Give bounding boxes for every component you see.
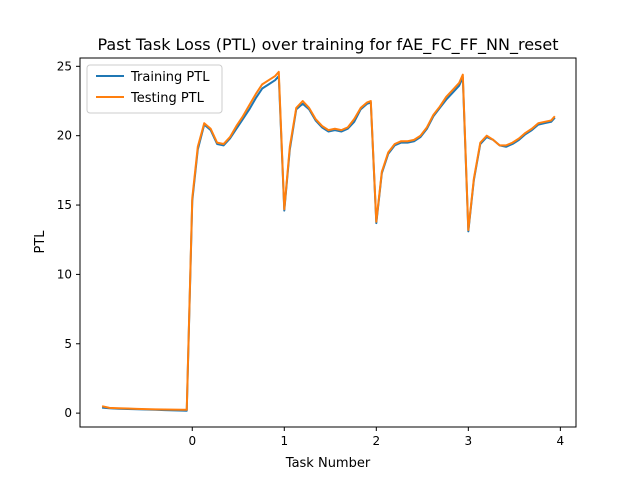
x-tick-label: 0 bbox=[188, 434, 196, 448]
legend-label-testing: Testing PTL bbox=[130, 91, 205, 106]
legend-label-training: Training PTL bbox=[130, 70, 210, 85]
y-axis-label: PTL bbox=[33, 230, 48, 254]
ticks-layer: 0 1 2 3 4 0 5 10 15 20 25 bbox=[57, 59, 564, 448]
x-tick-label: 2 bbox=[372, 434, 380, 448]
y-tick-label: 0 bbox=[64, 406, 72, 420]
y-tick-label: 5 bbox=[64, 337, 72, 351]
y-tick-label: 25 bbox=[57, 59, 72, 73]
y-tick-label: 10 bbox=[57, 267, 72, 281]
x-tick-label: 1 bbox=[280, 434, 288, 448]
y-tick-label: 15 bbox=[57, 198, 72, 212]
plot-area-frame bbox=[79, 57, 577, 428]
y-tick-label: 20 bbox=[57, 129, 72, 143]
x-tick-label: 3 bbox=[465, 434, 473, 448]
series-line-testing bbox=[101, 70, 556, 411]
x-axis-label: Task Number bbox=[285, 456, 371, 471]
series-layer bbox=[101, 70, 556, 412]
x-tick-label: 4 bbox=[557, 434, 565, 448]
legend: Training PTL Testing PTL bbox=[86, 64, 223, 114]
chart-title: Past Task Loss (PTL) over training for f… bbox=[98, 35, 559, 55]
